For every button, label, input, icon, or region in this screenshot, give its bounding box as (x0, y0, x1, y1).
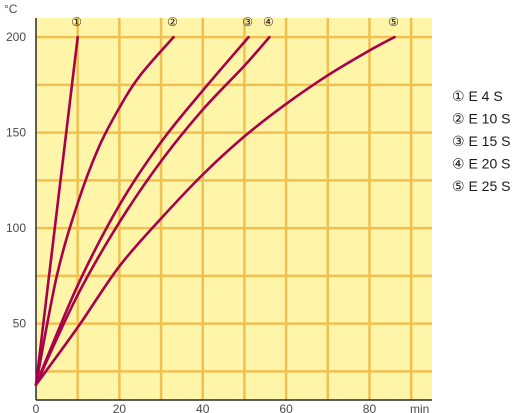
legend-item: ② E 10 S (452, 111, 510, 127)
grid (36, 18, 432, 400)
series-end-marker: ② (167, 15, 178, 29)
legend-item: ④ E 20 S (452, 156, 510, 172)
series-end-marker: ⑤ (388, 15, 399, 29)
series-lines (34, 35, 396, 387)
y-tick-label: 100 (6, 221, 26, 235)
legend-item: ③ E 15 S (452, 133, 510, 149)
y-tick-label: 150 (6, 126, 26, 140)
legend-item: ① E 4 S (452, 88, 503, 104)
series-end-marker: ③ (242, 15, 253, 29)
series-end-marker: ④ (263, 15, 274, 29)
axes (35, 18, 432, 401)
x-tick-label: 0 (33, 402, 40, 413)
legend: ① E 4 S ② E 10 S ③ E 15 S ④ E 20 S ⑤ E 25 S (452, 88, 510, 194)
x-tick-label: 40 (196, 402, 210, 413)
y-axis-unit-label: °C (4, 2, 18, 16)
x-tick-label: 60 (279, 402, 293, 413)
series-end-marker: ① (71, 15, 82, 29)
series-line (34, 35, 175, 387)
legend-item: ⑤ E 25 S (452, 178, 510, 194)
series-line (34, 35, 271, 387)
tick-labels: 0 20 40 60 80 50 100 150 200 (6, 30, 376, 413)
x-tick-label: 20 (113, 402, 127, 413)
series-line (34, 35, 250, 387)
series-line (34, 35, 79, 387)
x-tick-label: 80 (363, 402, 377, 413)
y-tick-label: 200 (6, 30, 26, 44)
y-tick-label: 50 (13, 317, 27, 331)
series-line (34, 35, 396, 387)
plot-background (36, 18, 432, 400)
x-axis-unit-label: min (410, 402, 429, 413)
